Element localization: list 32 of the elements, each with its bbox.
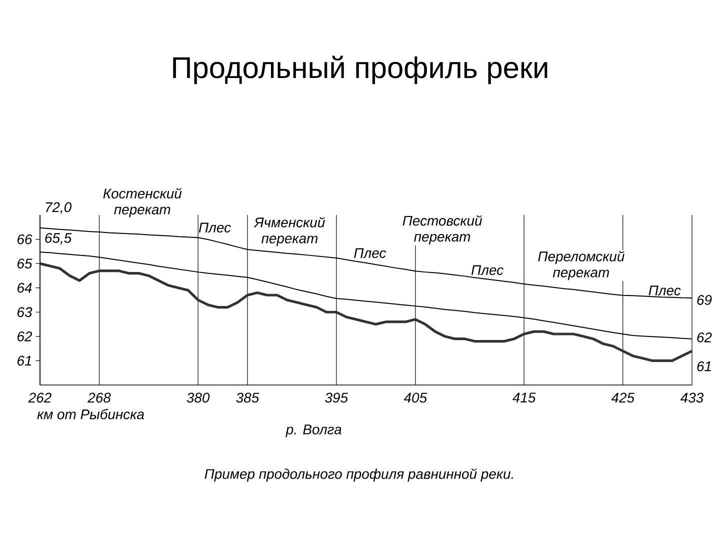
y-tick-label: 63 [18, 307, 32, 318]
y-tick-label: 62 [18, 331, 32, 342]
annotation: Костенский перекат [103, 188, 182, 218]
text: 61 [697, 361, 711, 372]
x-tick-label: 433 [680, 392, 704, 403]
x-tick-label: 415 [512, 392, 536, 402]
annotation: Плес [354, 248, 386, 258]
annotation: Переломский перекат [538, 250, 624, 280]
y-tick-label: 61 [18, 356, 32, 366]
annotation: Ячменский перекат [254, 216, 325, 246]
y-tick-label: 66 [18, 234, 32, 244]
text: 69 [697, 295, 712, 305]
annotation: Пестовский перекат [402, 215, 482, 244]
annotation: Плес [471, 265, 504, 275]
y-tick-label: 64 [18, 282, 32, 293]
annotation: Плес [198, 222, 231, 232]
annotation: 65,5 [45, 233, 72, 245]
x-tick-label: 268 [88, 392, 111, 403]
y-tick-label: 65 [18, 258, 32, 269]
x-tick-label: 425 [611, 392, 635, 403]
text: р. Волга [286, 424, 342, 438]
text: 72,0 [46, 202, 72, 214]
x-axis-title: км от Рыбинска [37, 408, 144, 420]
text: 62 [697, 332, 712, 342]
chart-title: Продольный профиль реки [173, 56, 548, 84]
x-tick-label: 262 [28, 392, 52, 403]
x-tick-label: 380 [186, 392, 210, 403]
annotation: Плес [648, 286, 681, 296]
x-tick-label: 385 [236, 392, 260, 403]
x-tick-label: 405 [404, 392, 428, 403]
x-tick-label: 395 [325, 392, 348, 403]
text: Пример продольного профиля равнинной реки. [204, 468, 513, 482]
